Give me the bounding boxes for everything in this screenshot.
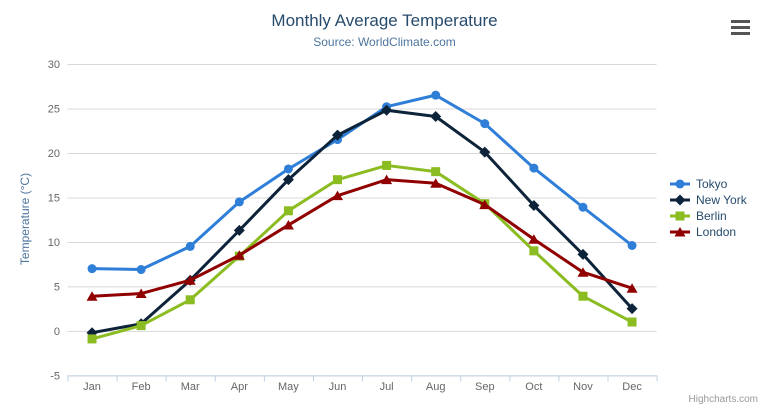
legend-label-new-york: New York xyxy=(696,193,747,207)
point-london-jun[interactable]: London Jun: 15.2 xyxy=(332,190,344,201)
point-new-york-dec[interactable]: New York Dec: 2.5 xyxy=(626,303,638,315)
point-tokyo-feb[interactable]: Tokyo Feb: 6.9 xyxy=(136,265,146,275)
point-berlin-mar[interactable]: Berlin Mar: 3.5 xyxy=(185,295,195,305)
x-axis-label-sep: Sep xyxy=(475,381,495,393)
point-london-oct[interactable]: London Oct: 10.3 xyxy=(528,234,540,244)
legend-marker-circle-icon xyxy=(670,179,690,189)
point-new-york-jun[interactable]: New York Jun: 22 xyxy=(332,129,344,141)
point-berlin-jul[interactable]: Berlin Jul: 18.6 xyxy=(382,160,392,170)
point-berlin-jan[interactable]: Berlin Jan: -0.9 xyxy=(87,334,97,344)
y-axis-label-30: 30 xyxy=(48,59,60,71)
chart-subtitle: Source: WorldClimate.com xyxy=(313,35,456,49)
point-new-york-aug[interactable]: New York Aug: 24.1 xyxy=(430,110,442,122)
point-berlin-feb[interactable]: Berlin Feb: 0.6 xyxy=(136,321,146,331)
legend-marker-triangle-icon xyxy=(670,227,690,237)
point-tokyo-dec[interactable]: Tokyo Dec: 9.6 xyxy=(627,241,637,251)
x-axis-label-jul: Jul xyxy=(380,381,394,393)
legend-item-london[interactable]: London xyxy=(669,224,747,240)
series-line-berlin[interactable] xyxy=(90,163,634,341)
x-axis-label-mar: Mar xyxy=(181,381,200,393)
point-tokyo-jan[interactable]: Tokyo Jan: 7 xyxy=(87,264,97,274)
x-axis-label-dec: Dec xyxy=(622,381,642,393)
series-line-london[interactable] xyxy=(90,178,634,298)
x-axis-label-oct: Oct xyxy=(525,381,542,393)
chart-title: Monthly Average Temperature xyxy=(271,11,498,30)
legend-label-berlin: Berlin xyxy=(696,209,727,223)
point-london-mar[interactable]: London Mar: 5.7 xyxy=(184,275,196,285)
legend-symbol-tokyo xyxy=(675,179,685,189)
y-axis-label-15: 15 xyxy=(48,192,60,204)
x-axis-label-apr: Apr xyxy=(231,381,248,393)
credits-link[interactable]: Highcharts.com xyxy=(688,394,758,405)
point-tokyo-mar[interactable]: Tokyo Mar: 9.5 xyxy=(185,241,195,251)
point-london-apr[interactable]: London Apr: 8.5 xyxy=(233,250,245,260)
x-axis-label-jan: Jan xyxy=(83,381,101,393)
y-axis-label-20: 20 xyxy=(48,148,60,160)
legend-label-tokyo: Tokyo xyxy=(696,177,728,191)
point-london-jan[interactable]: London Jan: 3.9 xyxy=(86,291,98,301)
legend: Tokyo New York Berlin London xyxy=(669,176,747,240)
y-axis-label-0: 0 xyxy=(54,326,60,338)
series-tokyo: Tokyo Jan: 7 Tokyo Feb: 6.9 Tokyo Mar: 9.5… xyxy=(87,90,637,275)
point-berlin-aug[interactable]: Berlin Aug: 17.9 xyxy=(431,167,441,177)
legend-symbol-london xyxy=(674,227,686,237)
point-tokyo-sep[interactable]: Tokyo Sep: 23.3 xyxy=(480,119,490,129)
series-new-york: New York Jan: -0.2New York Feb: 0.8New Y… xyxy=(86,104,638,339)
point-berlin-may[interactable]: Berlin May: 13.5 xyxy=(283,206,293,216)
point-london-jul[interactable]: London Jul: 17 xyxy=(381,174,393,185)
point-new-york-sep[interactable]: New York Sep: 20.1 xyxy=(479,146,491,158)
legend-marker-square-icon xyxy=(670,211,690,221)
series-london: London Jan: 3.9 London Feb: 4.2 London Mar… xyxy=(86,174,638,301)
hamburger-icon xyxy=(731,32,750,35)
point-berlin-jun[interactable]: Berlin Jun: 17 xyxy=(333,175,343,185)
legend-item-berlin[interactable]: Berlin xyxy=(669,208,747,224)
y-axis-label-5: 5 xyxy=(54,281,60,293)
series-line-new-york[interactable] xyxy=(90,108,634,335)
x-axis-label-may: May xyxy=(278,381,299,393)
point-new-york-apr[interactable]: New York Apr: 11.3 xyxy=(233,224,245,236)
legend-marker-diamond-icon xyxy=(670,194,690,206)
hamburger-icon xyxy=(731,26,750,29)
point-tokyo-nov[interactable]: Tokyo Nov: 13.9 xyxy=(578,202,588,212)
point-london-may[interactable]: London May: 11.9 xyxy=(282,220,294,230)
point-tokyo-apr[interactable]: Tokyo Apr: 14.5 xyxy=(234,197,244,207)
point-berlin-oct[interactable]: Berlin Oct: 9 xyxy=(529,246,539,256)
point-london-sep[interactable]: London Sep: 14.2 xyxy=(479,199,491,210)
x-axis-label-nov: Nov xyxy=(573,381,593,393)
legend-symbol-berlin xyxy=(675,211,685,221)
x-axis-label-feb: Feb xyxy=(132,381,151,393)
x-axis-label-aug: Aug xyxy=(426,381,446,393)
point-berlin-nov[interactable]: Berlin Nov: 3.9 xyxy=(578,291,588,301)
point-new-york-nov[interactable]: New York Nov: 8.6 xyxy=(577,248,589,260)
legend-symbol-new-york xyxy=(674,194,686,206)
legend-item-tokyo[interactable]: Tokyo xyxy=(669,176,747,192)
x-axis-label-jun: Jun xyxy=(329,381,347,393)
point-tokyo-aug[interactable]: Tokyo Aug: 26.5 xyxy=(431,90,441,100)
point-london-dec[interactable]: London Dec: 4.8 xyxy=(626,283,638,293)
point-london-nov[interactable]: London Nov: 6.6 xyxy=(577,267,589,277)
hamburger-icon xyxy=(731,20,750,23)
point-berlin-dec[interactable]: Berlin Dec: 1 xyxy=(627,317,637,327)
y-axis-label--5: -5 xyxy=(50,370,60,382)
point-tokyo-may[interactable]: Tokyo May: 18.2 xyxy=(283,164,293,174)
legend-item-new-york[interactable]: New York xyxy=(669,192,747,208)
y-axis-label-10: 10 xyxy=(48,237,60,249)
point-new-york-oct[interactable]: New York Oct: 14.1 xyxy=(528,199,540,211)
point-new-york-may[interactable]: New York May: 17 xyxy=(282,174,294,186)
y-axis-label-25: 25 xyxy=(48,103,60,115)
export-menu-button[interactable] xyxy=(730,19,752,37)
point-tokyo-oct[interactable]: Tokyo Oct: 18.3 xyxy=(529,163,539,173)
point-london-aug[interactable]: London Aug: 16.6 xyxy=(430,178,442,188)
legend-label-london: London xyxy=(696,225,737,239)
point-london-feb[interactable]: London Feb: 4.2 xyxy=(135,288,147,299)
point-new-york-jul[interactable]: New York Jul: 24.8 xyxy=(381,104,393,116)
